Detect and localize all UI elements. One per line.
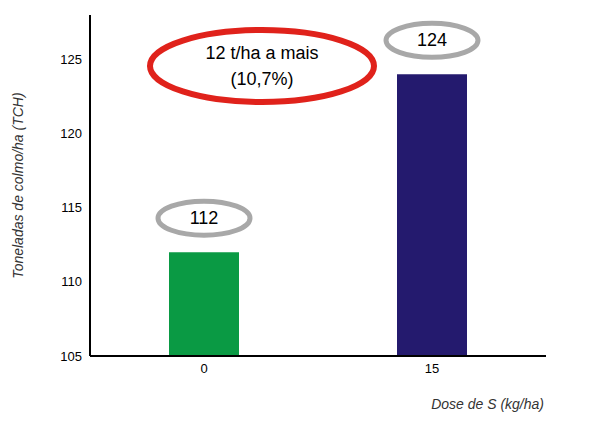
svg-text:110: 110: [61, 274, 82, 289]
svg-text:115: 115: [61, 200, 82, 215]
svg-text:12 t/ha a mais: 12 t/ha a mais: [205, 43, 318, 63]
svg-text:125: 125: [60, 52, 82, 67]
svg-text:124: 124: [417, 30, 447, 50]
svg-text:0: 0: [200, 361, 207, 376]
svg-text:112: 112: [190, 208, 219, 228]
svg-text:120: 120: [60, 126, 82, 141]
svg-text:(10,7%): (10,7%): [230, 69, 293, 89]
svg-text:105: 105: [60, 349, 82, 364]
svg-text:15: 15: [425, 361, 439, 376]
svg-text:Dose de S (kg/ha): Dose de S (kg/ha): [431, 396, 544, 412]
svg-text:Toneladas de colmo/ha (TCH): Toneladas de colmo/ha (TCH): [10, 92, 26, 278]
